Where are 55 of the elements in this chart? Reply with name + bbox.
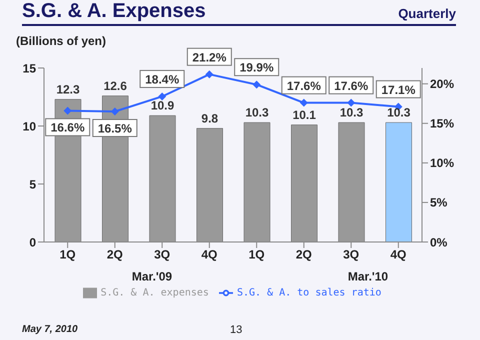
x-tick-label: 4Q — [390, 248, 406, 262]
data-label: 17.6% — [334, 78, 368, 93]
data-label: 19.9% — [240, 60, 274, 75]
bar — [291, 124, 318, 242]
data-label: 10.9 — [150, 98, 174, 113]
text: May 7, 2010 — [22, 324, 78, 335]
chart-title: S.G. & A. Expenses — [22, 0, 206, 23]
data-label: 10.1 — [292, 108, 316, 122]
data-label: 17.1% — [381, 82, 416, 97]
y2-tick-label: 15% — [430, 116, 454, 131]
data-label: 10.3 — [387, 106, 411, 120]
point — [205, 70, 214, 78]
point — [64, 106, 72, 115]
bar — [338, 122, 365, 242]
bar — [149, 115, 176, 242]
x-tick-label: 3Q — [343, 248, 360, 262]
x-tick-label: 2Q — [296, 248, 312, 262]
text: 13 — [230, 324, 242, 336]
x-tick-label: 2Q — [106, 248, 123, 262]
y-axis-title: (Billions of yen) — [16, 34, 106, 48]
y-tick-label: 10 — [22, 119, 36, 134]
data-label: 12.6 — [104, 78, 128, 93]
bar — [244, 122, 270, 242]
data-label: 10.3 — [340, 106, 364, 120]
point — [300, 98, 308, 107]
legend-label: S.G. & A. expenses — [100, 288, 209, 299]
y-tick-label: 0 — [29, 235, 36, 250]
y2-tick-label: 10% — [430, 156, 454, 170]
y2-tick-label: 20% — [430, 77, 454, 92]
data-label: 18.4% — [145, 72, 180, 86]
x-tick-label: 1Q — [248, 248, 265, 262]
data-label: 17.6% — [286, 78, 322, 93]
text: Mar.'10 — [348, 270, 388, 284]
x-tick-label: 3Q — [154, 248, 170, 262]
text: Mar.'09 — [132, 270, 172, 284]
data-label: 12.3 — [56, 82, 80, 96]
point — [347, 98, 356, 107]
data-label: 16.6% — [50, 120, 85, 135]
data-label: 10.3 — [245, 106, 269, 120]
y-tick-label: 15 — [22, 61, 36, 76]
data-label: 16.5% — [98, 122, 132, 136]
point — [158, 92, 166, 100]
data-label: 21.2% — [192, 50, 227, 64]
bar — [386, 122, 412, 242]
y2-tick-label: 5% — [430, 196, 448, 210]
data-label: 9.8 — [201, 111, 218, 126]
x-tick-label: 1Q — [60, 248, 76, 262]
chart-subtitle: Quarterly — [398, 6, 456, 21]
x-tick-label: 4Q — [201, 248, 218, 262]
y-tick-label: 5 — [29, 177, 36, 192]
point — [110, 108, 119, 116]
point — [252, 80, 261, 89]
y2-tick-label: 0% — [430, 235, 448, 250]
bar — [196, 128, 223, 242]
legend-label: S.G. & A. to sales ratio — [236, 288, 382, 299]
